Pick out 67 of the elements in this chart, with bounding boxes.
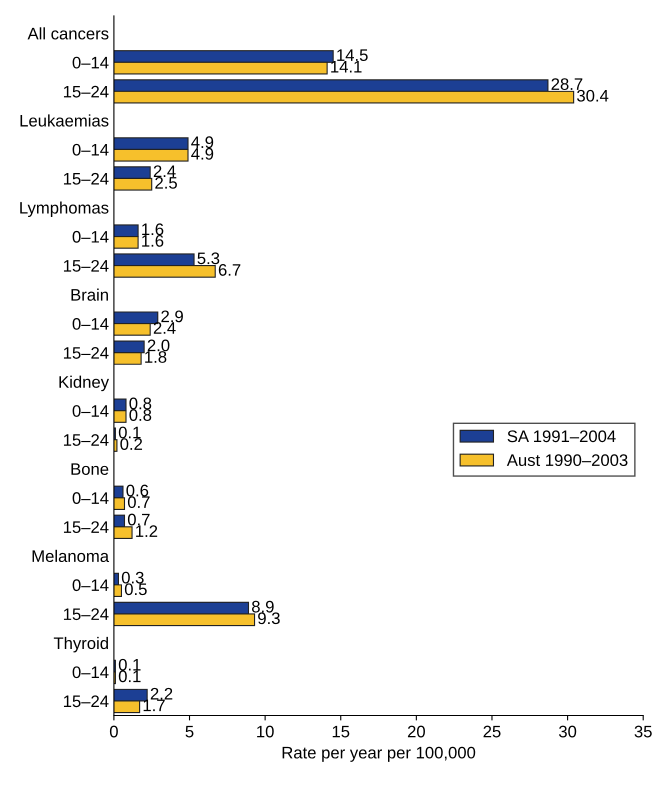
y-tick-label: 0–14	[72, 492, 109, 504]
data-label: 0.8	[129, 409, 152, 421]
data-label: 14.5	[337, 49, 368, 62]
y-tick-label: Bone	[71, 463, 108, 475]
y-tick-label: Leukaemias	[20, 114, 108, 127]
data-label: 5.3	[197, 252, 220, 264]
data-label: 2.4	[154, 322, 176, 334]
y-tick-label: 0–14	[72, 405, 109, 417]
data-label: 28.7	[552, 78, 582, 90]
y-tick-label: 0–14	[72, 318, 109, 330]
x-tick-label: 15	[332, 726, 350, 738]
y-tick-label: 0–14	[72, 230, 109, 243]
x-tick-label: 5	[186, 726, 194, 738]
data-label: 0.1	[118, 658, 141, 671]
y-tick-label: 0–14	[72, 144, 109, 156]
y-tick-label: Kidney	[59, 376, 110, 392]
data-label: 0.6	[126, 484, 148, 496]
x-tick-label: 20	[408, 726, 425, 738]
x-tick-label: 10	[257, 726, 274, 738]
data-label: 4.9	[191, 148, 214, 160]
data-label: 1.6	[142, 235, 164, 247]
y-tick-label: 15–24	[64, 86, 109, 98]
x-axis-title: Rate per year per 100,000	[282, 746, 476, 762]
data-label: 0.8	[129, 398, 152, 410]
y-tick-label: Melanoma	[32, 550, 110, 562]
data-label: 9.3	[258, 612, 280, 624]
data-label: 2.0	[148, 340, 170, 352]
data-label: 1.8	[145, 351, 166, 363]
data-label: 0.1	[118, 670, 141, 682]
y-tick-label: 15–24	[64, 260, 109, 272]
legend-label: SA 1991–2004	[508, 430, 616, 442]
data-label: 0.3	[122, 572, 144, 584]
data-label: 1.6	[142, 223, 164, 236]
x-tick-label: 30	[558, 726, 576, 738]
legend-label: Aust 1990–2003	[506, 454, 628, 466]
data-label: 1.7	[144, 700, 165, 712]
data-label: 0.7	[128, 514, 150, 526]
y-tick-label: 0–14	[72, 56, 109, 69]
y-tick-label: 15–24	[64, 521, 109, 534]
y-tick-label: Brain	[72, 288, 108, 301]
y-tick-label: 0–14	[72, 579, 109, 592]
data-label: 8.9	[252, 600, 274, 613]
y-tick-label: 15–24	[64, 695, 109, 708]
y-tick-label: Lymphomas	[20, 201, 108, 217]
data-label: 30.4	[577, 90, 608, 102]
data-label: 2.9	[161, 310, 183, 322]
y-tick-label: All cancers	[28, 27, 108, 40]
y-tick-label: 15–24	[64, 434, 109, 446]
y-tick-label: 15–24	[64, 172, 109, 185]
y-tick-label: Thyroid	[54, 636, 108, 652]
data-label: 4.9	[191, 136, 214, 148]
x-tick-label: 0	[110, 726, 118, 738]
x-tick-label: 35	[634, 726, 652, 738]
data-label: 0.2	[120, 438, 142, 450]
data-label: 2.5	[155, 176, 177, 189]
data-label: 0.1	[118, 426, 141, 438]
data-label: 14.1	[331, 60, 362, 72]
data-label: 2.4	[154, 165, 176, 177]
y-tick-label: 15–24	[64, 608, 109, 620]
data-label: 0.7	[128, 496, 150, 508]
data-label: 1.2	[136, 525, 158, 537]
y-tick-label: 15–24	[64, 347, 109, 359]
data-label: 0.5	[124, 583, 147, 596]
data-label: 2.2	[150, 688, 172, 700]
y-tick-label: 0–14	[72, 666, 109, 678]
data-label: 6.7	[218, 264, 240, 276]
x-tick-label: 25	[484, 726, 501, 738]
